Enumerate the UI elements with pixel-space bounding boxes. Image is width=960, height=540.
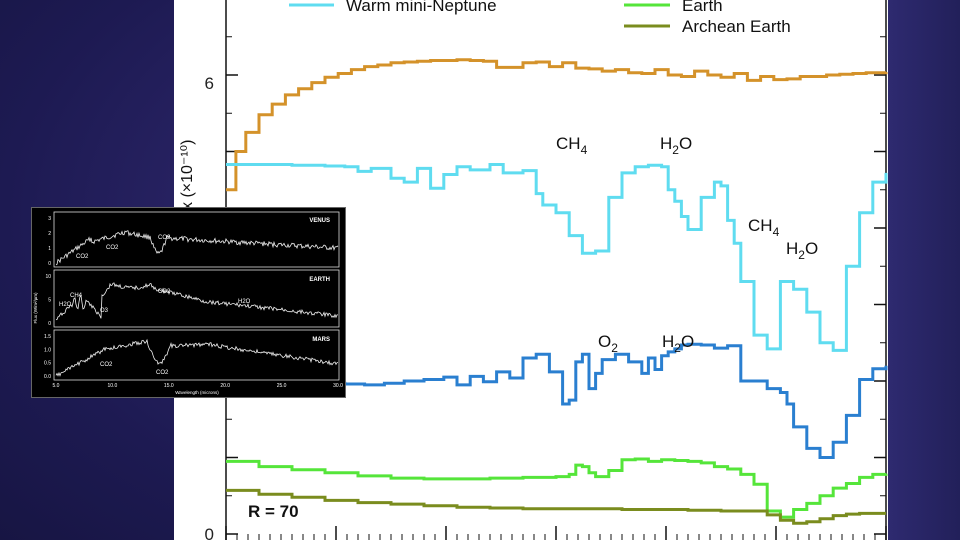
inset-spectra-figure: VENUS EARTH MARS CO2 CO2 CO2 CH4 H2O O3 … <box>31 207 346 398</box>
inset-panel-mars <box>53 329 340 381</box>
inset-x-tick-labels: 5.0 10.0 15.0 20.0 25.0 30.0 <box>53 383 344 389</box>
inset-curves <box>55 230 339 377</box>
inset-venus-co2-1: CO2 <box>76 254 89 260</box>
inset-x-tick-label: 10.0 <box>108 383 118 389</box>
series-layer <box>226 58 888 525</box>
inset-x-tick-label: 5.0 <box>53 383 60 389</box>
annotation-h2o-lower-tail: O <box>805 239 818 258</box>
main-chart-svg: 6 2 0 x (×10⁻¹⁰) Warm mini-Neptune Earth… <box>179 0 888 540</box>
annotation-h2o-blue: H2O <box>662 332 694 355</box>
resolution-label: R = 70 <box>248 502 299 521</box>
annotation-ch4-upper-base: CH <box>556 134 581 153</box>
annotation-h2o-upper: H2O <box>660 134 692 157</box>
annotation-h2o-upper-tail: O <box>679 134 692 153</box>
series-line-earth <box>226 457 888 519</box>
inset-x-axis-title: Wavelength (microns) <box>175 390 219 395</box>
inset-x-tick-label: 30.0 <box>333 383 343 389</box>
inset-y-tick-label: 0.5 <box>44 361 51 367</box>
annotation-h2o-lower-sub: 2 <box>798 248 805 262</box>
inset-x-tick-label: 20.0 <box>220 383 230 389</box>
inset-x-tick-label: 25.0 <box>277 383 287 389</box>
annotation-o2-sub: 2 <box>611 341 618 355</box>
annotation-ch4-lower-sub: 4 <box>773 225 780 239</box>
inset-earth-h2o-1: H2O <box>59 302 72 308</box>
series-line-earth-blue <box>226 342 888 459</box>
series-line-archean-earth <box>226 488 886 525</box>
annotation-o2-base: O <box>598 332 611 351</box>
annotation-ch4-lower: CH4 <box>748 216 780 239</box>
inset-y-tick-label: 0.0 <box>44 374 51 380</box>
inset-panel-venus <box>53 211 340 268</box>
series-line-archean-earth-orange <box>226 58 888 192</box>
inset-panel-earth <box>53 269 340 328</box>
inset-venus-co2-2: CO2 <box>106 245 119 251</box>
annotation-h2o-blue-base: H <box>662 332 674 351</box>
annotation-h2o-blue-tail: O <box>681 332 694 351</box>
legend-label-earth: Earth <box>682 0 723 15</box>
inset-earth-co2: CO2 <box>158 289 171 295</box>
annotation-ch4-upper-sub: 4 <box>581 143 588 157</box>
inset-curve-earth <box>55 282 338 321</box>
inset-curve-mars <box>55 338 339 377</box>
inset-y-tick-label: 0 <box>48 261 51 267</box>
slide-background-decoration <box>888 0 960 540</box>
inset-y-axis-title: Flux (W/m²/µm) <box>33 292 38 324</box>
annotation-ch4-lower-base: CH <box>748 216 773 235</box>
annotation-o2: O2 <box>598 332 618 355</box>
inset-x-tick-label: 15.0 <box>164 383 174 389</box>
inset-mars-co2-2: CO2 <box>156 370 169 376</box>
inset-y-tick-label: 1.0 <box>44 347 51 353</box>
annotation-h2o-lower: H2O <box>786 239 818 262</box>
inset-panel-label-earth: EARTH <box>309 277 330 283</box>
inset-y-tick-label: 2 <box>48 231 51 237</box>
series-line-warm-mini-neptune <box>226 163 888 352</box>
legend-label-archean-earth: Archean Earth <box>682 17 791 36</box>
y-tick-label-6: 6 <box>205 74 214 93</box>
x-ticks <box>225 526 887 540</box>
inset-panel-label-mars: MARS <box>312 337 330 343</box>
inset-y-tick-label: 0 <box>48 321 51 327</box>
inset-y-tick-label: 10 <box>45 274 51 280</box>
annotation-h2o-blue-sub: 2 <box>674 341 681 355</box>
y-axis-title: x (×10⁻¹⁰) <box>179 140 196 210</box>
inset-earth-ch4: CH4 <box>70 293 83 299</box>
annotation-h2o-lower-base: H <box>786 239 798 258</box>
legend-label-warm-mini-neptune: Warm mini-Neptune <box>346 0 497 15</box>
annotation-h2o-upper-base: H <box>660 134 672 153</box>
inset-y-tick-label: 3 <box>48 216 51 222</box>
inset-svg: VENUS EARTH MARS CO2 CO2 CO2 CH4 H2O O3 … <box>33 211 344 395</box>
inset-mars-co2-1: CO2 <box>100 362 113 368</box>
y-ticks-right <box>874 36 886 535</box>
inset-earth-h2o-2: H2O <box>238 299 251 305</box>
inset-venus-co2-3: CO2 <box>158 235 171 241</box>
inset-y-tick-label: 1 <box>48 246 51 252</box>
inset-panel-label-venus: VENUS <box>309 218 330 224</box>
legend: Warm mini-Neptune Earth Archean Earth <box>289 0 791 36</box>
inset-curve-venus <box>55 230 339 266</box>
annotation-ch4-upper: CH4 <box>556 134 588 157</box>
y-tick-label-0: 0 <box>205 525 214 540</box>
inset-y-tick-label: 1.5 <box>44 334 51 340</box>
inset-y-tick-label: 5 <box>48 298 51 304</box>
inset-earth-o3: O3 <box>100 308 109 314</box>
annotation-h2o-upper-sub: 2 <box>672 143 679 157</box>
